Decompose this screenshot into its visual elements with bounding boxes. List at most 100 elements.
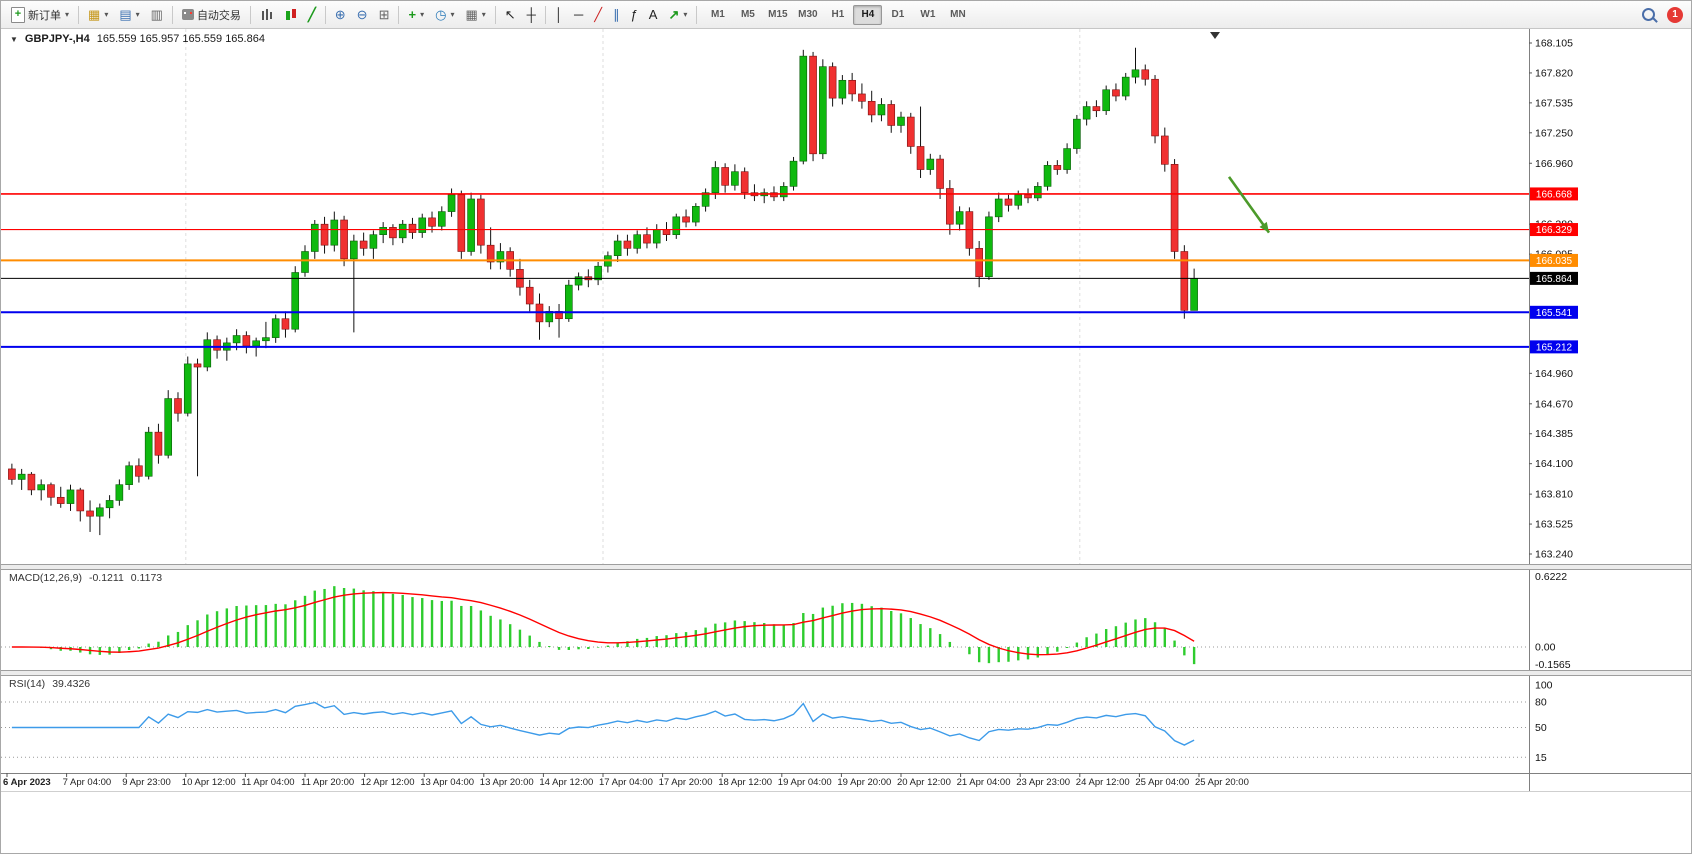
notification-badge[interactable]: 1 xyxy=(1667,6,1683,23)
svg-text:80: 80 xyxy=(1535,697,1547,709)
timeframe-button-w1[interactable]: W1 xyxy=(920,9,936,20)
caret-down-icon: ▾ xyxy=(683,9,688,19)
svg-text:25 Apr 04:00: 25 Apr 04:00 xyxy=(1135,777,1189,788)
fibonacci-button[interactable]: ƒ xyxy=(626,3,643,27)
timeframe-button-h4[interactable]: H4 xyxy=(853,4,883,25)
line-chart-button[interactable]: ╱ xyxy=(303,3,321,27)
search-button[interactable] xyxy=(1637,3,1663,27)
toolbar-separator xyxy=(171,5,173,24)
timeframe-button-m1[interactable]: M1 xyxy=(710,9,725,20)
svg-text:15: 15 xyxy=(1535,752,1547,764)
timeframe-button-m5[interactable]: M5 xyxy=(740,9,755,20)
svg-text:168.105: 168.105 xyxy=(1535,38,1573,50)
horizontal-line-icon: ─ xyxy=(574,7,584,22)
channel-button[interactable]: ∥ xyxy=(608,3,625,27)
vertical-line-button[interactable]: │ xyxy=(550,3,568,27)
svg-text:50: 50 xyxy=(1535,722,1547,734)
new-chart-button[interactable]: ▦ ▾ xyxy=(83,3,113,27)
timeframe-button-m15[interactable]: M15 xyxy=(768,9,788,20)
timeframe-button-m30[interactable]: M30 xyxy=(798,9,818,20)
horizontal-line-button[interactable]: ─ xyxy=(569,3,588,27)
trendline-button[interactable]: ╱ xyxy=(589,3,607,27)
svg-text:163.810: 163.810 xyxy=(1535,489,1573,501)
rsi-line xyxy=(11,701,1195,746)
rsi-name: RSI(14) xyxy=(9,678,46,690)
bar-chart-button[interactable] xyxy=(255,3,278,27)
toolbar-separator xyxy=(494,5,496,24)
svg-text:18 Apr 12:00: 18 Apr 12:00 xyxy=(718,777,772,788)
bar-chart-icon xyxy=(259,8,273,21)
search-icon xyxy=(1642,8,1655,21)
horizontal-line-objects[interactable] xyxy=(1,193,1529,348)
fibonacci-icon: ƒ xyxy=(630,7,638,22)
templates-button[interactable]: ▦ ▾ xyxy=(460,3,490,27)
chart-shift-marker[interactable] xyxy=(1210,32,1220,39)
svg-text:164.100: 164.100 xyxy=(1535,458,1573,470)
profiles-icon: ▤ xyxy=(119,7,132,22)
svg-text:24 Apr 12:00: 24 Apr 12:00 xyxy=(1076,777,1130,788)
rsi-levels xyxy=(1,701,1529,758)
toolbar-separator xyxy=(78,5,80,24)
caret-down-icon: ▾ xyxy=(135,9,140,19)
svg-text:11 Apr 20:00: 11 Apr 20:00 xyxy=(301,777,354,788)
svg-text:21 Apr 04:00: 21 Apr 04:00 xyxy=(957,777,1011,788)
price-axis-badges: 166.668 166.329 166.035 165.864 165.541 165.2… xyxy=(1530,187,1578,354)
macd-histogram xyxy=(1,586,1529,665)
profiles-button[interactable]: ▤ ▾ xyxy=(114,3,144,27)
svg-text:11 Apr 04:00: 11 Apr 04:00 xyxy=(241,777,294,788)
chart-title: ▼ GBPJPY-,H4 165.559 165.957 165.559 165… xyxy=(10,33,265,45)
svg-text:10 Apr 12:00: 10 Apr 12:00 xyxy=(182,777,236,788)
svg-text:9 Apr 23:00: 9 Apr 23:00 xyxy=(122,777,171,788)
new-chart-icon: ▦ xyxy=(88,7,101,22)
svg-text:164.960: 164.960 xyxy=(1535,368,1573,380)
panel-borders xyxy=(1,28,1691,792)
ohlc-values: 165.559 165.957 165.559 165.864 xyxy=(96,33,265,45)
tile-windows-icon: ⊞ xyxy=(378,7,390,22)
crosshair-button[interactable]: ┼ xyxy=(522,3,541,27)
terminal-button[interactable]: ▥ xyxy=(146,3,168,27)
timeframe-button-mn[interactable]: MN xyxy=(950,9,966,20)
timeframe-button-d1[interactable]: D1 xyxy=(891,9,905,20)
timeframe-toolbar: M1 M5 M15 M30 H1 H4 D1 W1 MN xyxy=(703,4,972,25)
rsi-axis-labels: 100 80 50 15 xyxy=(1535,680,1553,764)
svg-text:167.535: 167.535 xyxy=(1535,97,1573,109)
candlestick-chart-button[interactable] xyxy=(279,3,302,27)
cursor-button[interactable]: ↖ xyxy=(500,3,521,27)
macd-indicator-label: MACD(12,26,9) -0.1211 0.1173 xyxy=(9,572,162,584)
new-order-icon: + xyxy=(11,6,25,23)
macd-signal-value: 0.1173 xyxy=(130,572,163,584)
zoom-in-button[interactable]: ⊕ xyxy=(330,3,351,27)
svg-text:163.240: 163.240 xyxy=(1535,549,1573,561)
tile-windows-button[interactable]: ⊞ xyxy=(374,3,395,27)
svg-text:164.385: 164.385 xyxy=(1535,428,1573,440)
timeframe-button-h1[interactable]: H1 xyxy=(831,9,845,20)
svg-text:0.6222: 0.6222 xyxy=(1535,571,1567,583)
trendline-icon: ╱ xyxy=(594,7,603,22)
cursor-icon: ↖ xyxy=(504,7,516,22)
clock-icon: ◷ xyxy=(435,7,447,22)
svg-text:164.670: 164.670 xyxy=(1535,398,1573,410)
svg-text:0.00: 0.00 xyxy=(1535,642,1556,654)
vertical-line-icon: │ xyxy=(554,7,564,22)
new-order-button[interactable]: + 新订单 ▾ xyxy=(6,3,74,27)
indicators-button[interactable]: + ▾ xyxy=(403,3,429,27)
svg-text:166.329: 166.329 xyxy=(1536,225,1573,236)
auto-trading-button[interactable]: 自动交易 xyxy=(177,3,246,27)
caret-down-icon: ▾ xyxy=(450,9,455,19)
arrows-tool-button[interactable]: ↗ ▾ xyxy=(663,3,692,27)
trend-arrow-annotation[interactable] xyxy=(1227,176,1271,234)
auto-trading-label: 自动交易 xyxy=(196,9,241,22)
svg-text:165.864: 165.864 xyxy=(1536,274,1573,285)
one-click-trading-toggle[interactable]: ▼ xyxy=(10,35,18,44)
svg-text:17 Apr 04:00: 17 Apr 04:00 xyxy=(599,777,653,788)
zoom-out-icon: ⊖ xyxy=(356,7,368,22)
caret-down-icon: ▾ xyxy=(420,9,425,19)
zoom-out-button[interactable]: ⊖ xyxy=(352,3,373,27)
terminal-icon: ▥ xyxy=(150,7,163,22)
time-axis-labels: 6 Apr 2023 7 Apr 04:00 9 Apr 23:00 10 Apr 1… xyxy=(3,773,1249,788)
text-tool-button[interactable]: A xyxy=(644,3,663,27)
periods-button[interactable]: ◷ ▾ xyxy=(430,3,459,27)
toolbar-separator xyxy=(249,5,251,24)
